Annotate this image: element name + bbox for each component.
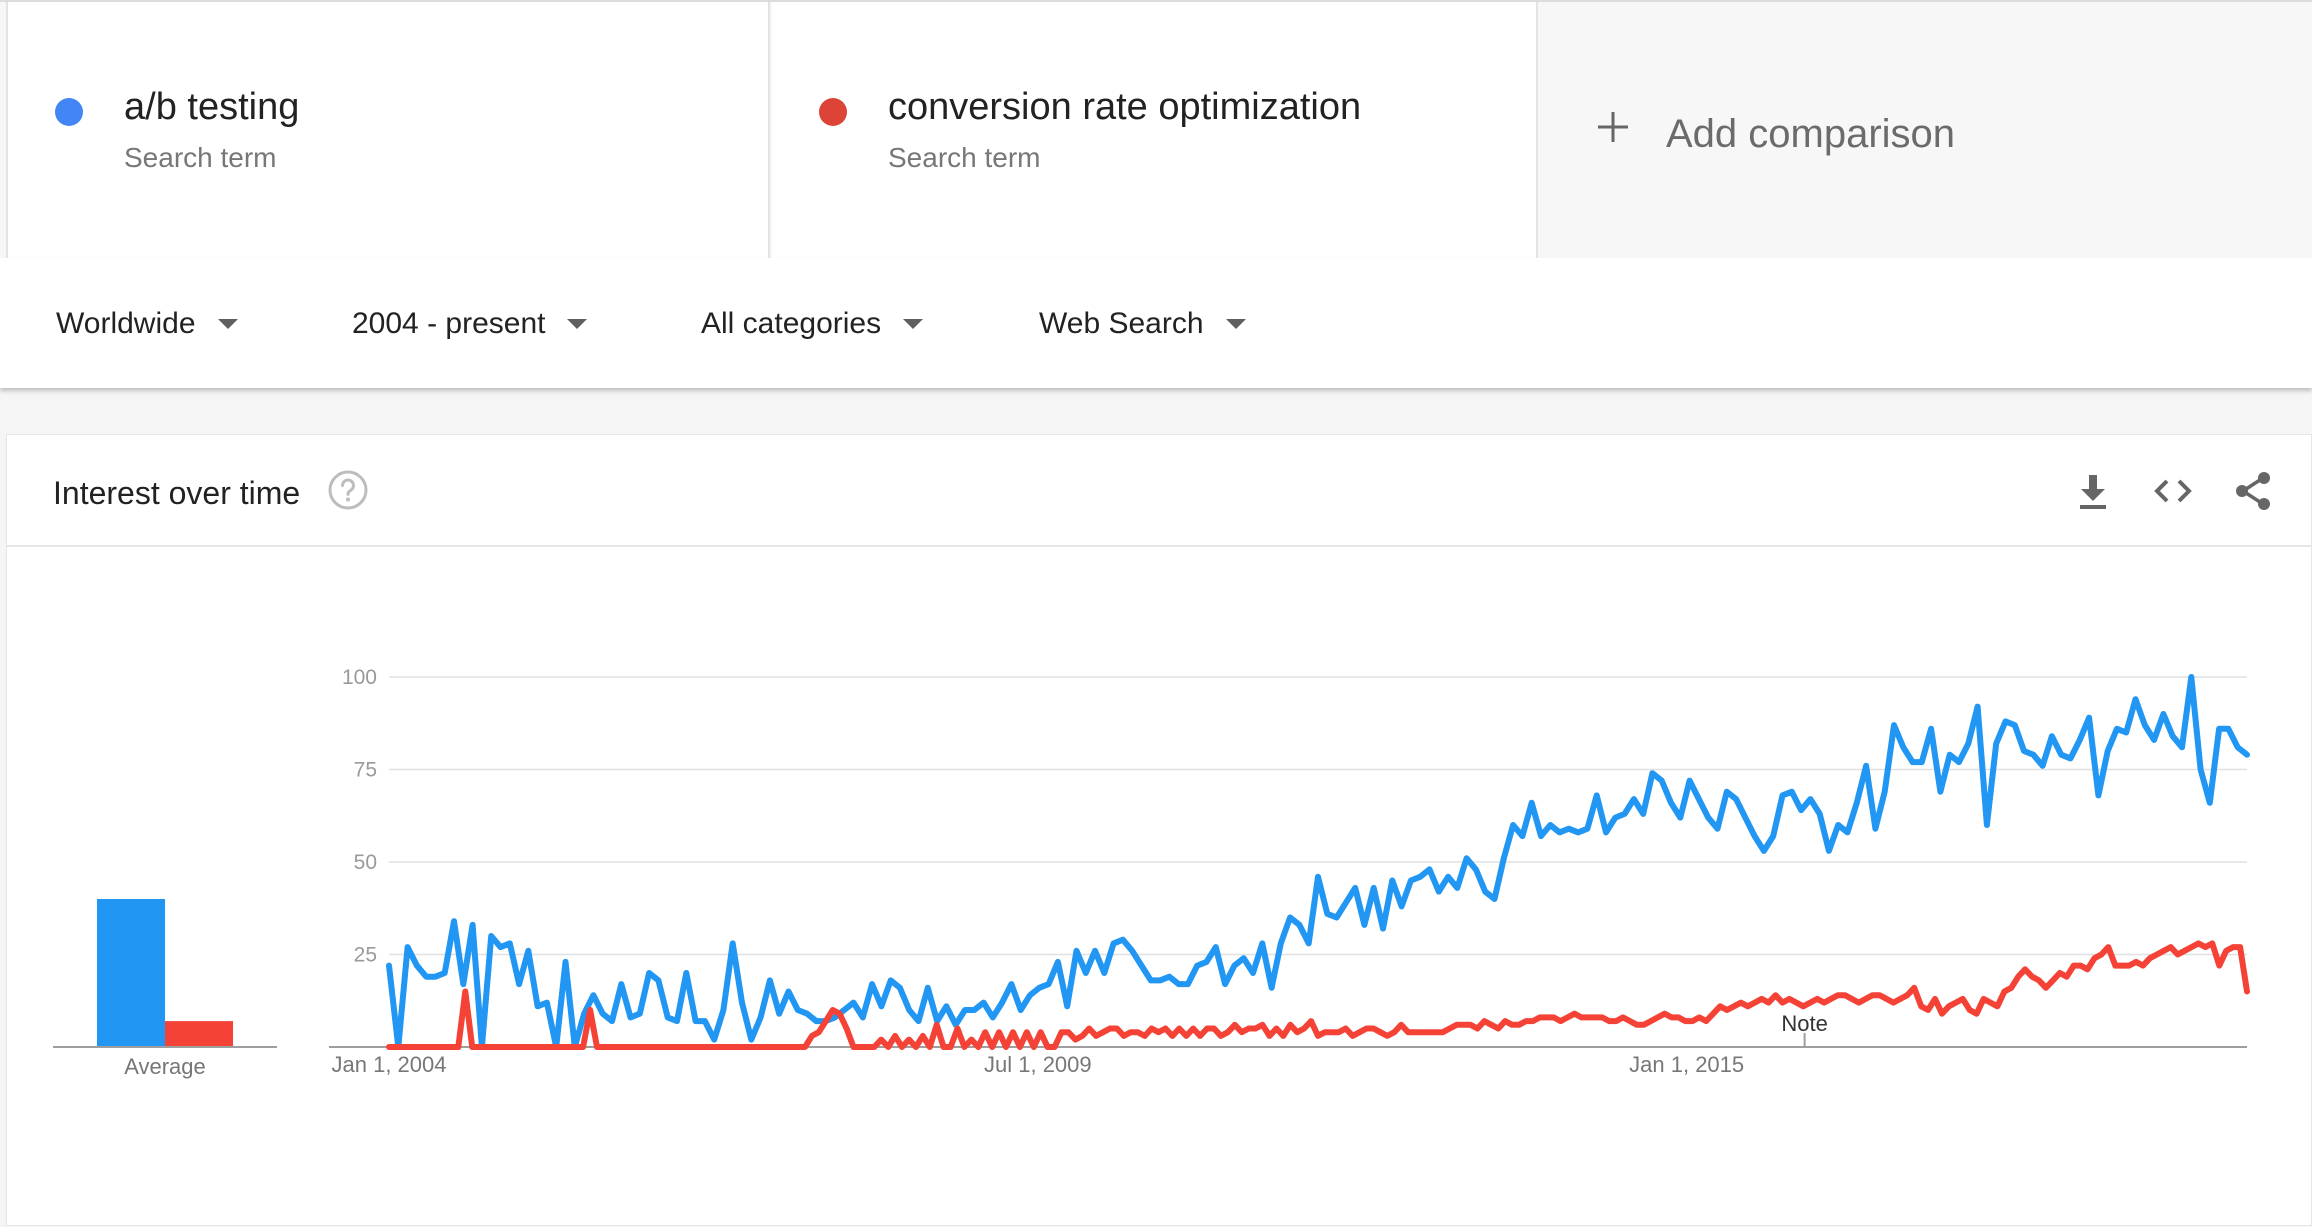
download-icon[interactable] (2071, 469, 2115, 513)
time-range-dropdown-label: 2004 - present (352, 307, 546, 340)
add-comparison-button[interactable]: Add comparison (1540, 2, 2312, 258)
help-icon[interactable] (327, 469, 369, 511)
average-bar-1 (165, 1021, 233, 1047)
y-tick-label: 75 (354, 759, 377, 782)
caret-down-icon (903, 319, 924, 329)
plus-icon (1598, 112, 1628, 142)
category-dropdown-label: All categories (701, 307, 882, 340)
search-property-dropdown-label: Web Search (1039, 307, 1204, 340)
region-dropdown-label: Worldwide (56, 307, 196, 340)
interest-over-time-chart: Average 25 50 75 100 Jan 1, 2004 Jul 1, 2009 J… (53, 666, 2250, 1079)
caret-down-icon (217, 319, 238, 329)
interest-over-time-panel: Interest over time Average 25 50 75 100 Jan … (6, 434, 2312, 1226)
term-color-dot (819, 98, 847, 126)
category-dropdown[interactable]: All categories (701, 304, 924, 344)
average-bar-0 (97, 899, 165, 1047)
term-name[interactable]: conversion rate optimization (888, 86, 1362, 128)
time-range-dropdown[interactable]: 2004 - present (352, 304, 588, 344)
x-tick-label: Jan 1, 2015 (1629, 1052, 1744, 1077)
search-property-dropdown[interactable]: Web Search (1039, 304, 1246, 344)
series-line-conversion-rate-optimization (386, 940, 2250, 1050)
filters-bar: Worldwide 2004 - present All categories … (0, 258, 2312, 388)
region-dropdown[interactable]: Worldwide (56, 304, 238, 344)
term-card-conversion-rate-optimization[interactable]: conversion rate optimization Search term (772, 2, 1538, 258)
share-icon[interactable] (2231, 469, 2275, 513)
x-tick-label: Jul 1, 2009 (984, 1052, 1092, 1077)
term-color-dot (55, 98, 83, 126)
panel-title: Interest over time (53, 475, 301, 511)
series-line-a-b-testing (386, 674, 2250, 1050)
term-name[interactable]: a/b testing (124, 86, 300, 128)
y-tick-label: 25 (354, 944, 377, 967)
term-card-ab-testing[interactable]: a/b testing Search term (6, 2, 770, 258)
add-comparison-label: Add comparison (1666, 112, 1956, 156)
search-terms-bar: a/b testing Search term conversion rate … (0, 0, 2312, 258)
average-label: Average (124, 1054, 206, 1079)
term-type: Search term (888, 142, 1041, 173)
embed-icon[interactable] (2151, 469, 2195, 513)
term-type: Search term (124, 142, 277, 173)
y-tick-label: 100 (342, 666, 377, 689)
caret-down-icon (1225, 319, 1246, 329)
x-tick-label: Jan 1, 2004 (332, 1052, 447, 1077)
panel-header: Interest over time (7, 435, 2311, 547)
caret-down-icon (567, 319, 588, 329)
annotation-note-label: Note (1781, 1011, 1827, 1036)
y-tick-label: 50 (354, 851, 377, 874)
